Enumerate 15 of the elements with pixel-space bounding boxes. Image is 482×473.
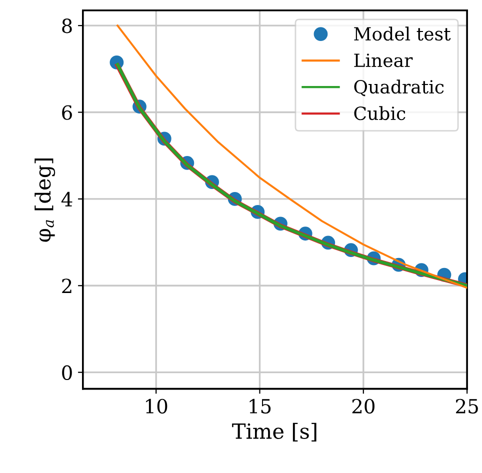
legend-label: Quadratic	[354, 80, 444, 96]
y-axis-title: φ$_{a}$ [deg]	[34, 158, 56, 242]
legend-label: Linear	[354, 54, 413, 68]
y-tick-label: 6	[62, 105, 72, 120]
y-tick-label: 4	[61, 192, 72, 206]
x-tick-label: 10	[146, 398, 168, 414]
y-tick-label: 8	[62, 18, 72, 34]
x-axis-title: Time [s]	[232, 422, 316, 442]
x-tick-label: 20	[352, 398, 374, 414]
y-tick-label: 0	[62, 365, 72, 380]
y-tick-label: 2	[62, 278, 72, 294]
legend-label: Cubic	[354, 106, 406, 120]
legend-label: Model test	[354, 26, 451, 41]
x-tick-label: 15	[250, 398, 271, 414]
x-tick-label: 25	[456, 398, 478, 414]
